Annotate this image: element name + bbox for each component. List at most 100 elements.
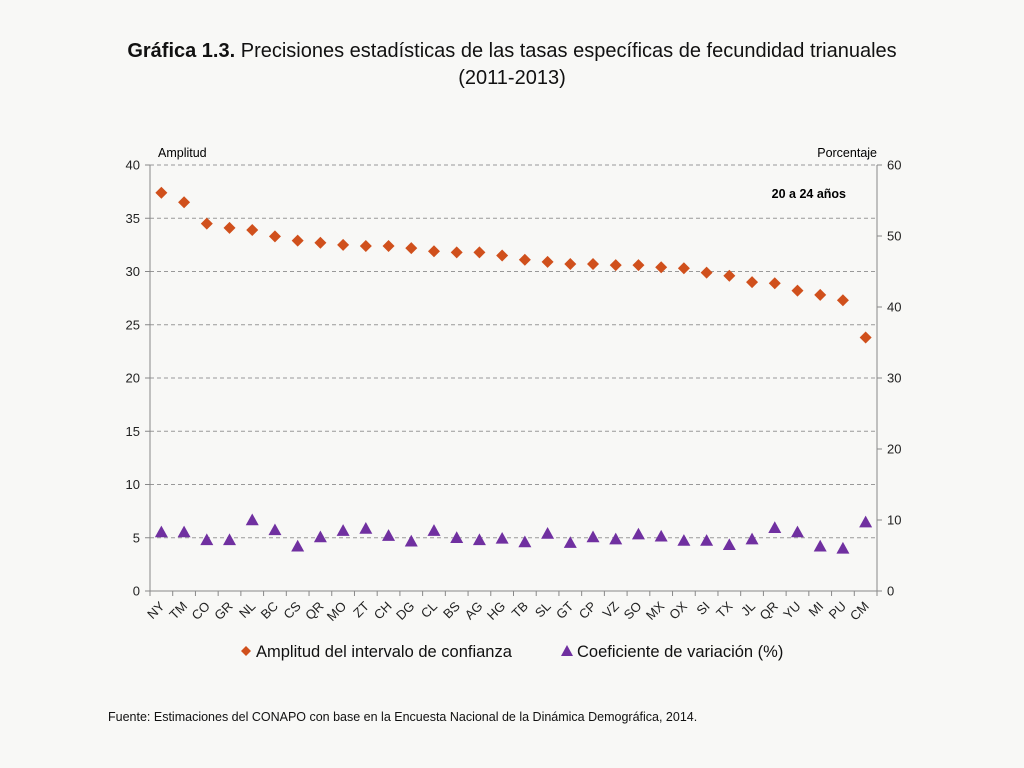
right-tick-label: 0 (887, 584, 894, 599)
cv-point (859, 515, 873, 528)
x-tick-label: CO (189, 599, 213, 623)
amplitude-point (405, 242, 418, 255)
chart-title-line2: (2011-2013) (458, 67, 566, 89)
left-tick-label: 40 (126, 158, 140, 173)
cv-point (404, 534, 418, 547)
amplitude-point (155, 186, 168, 199)
x-tick-label: SO (621, 599, 645, 623)
amplitude-point (723, 269, 736, 282)
cv-point (813, 539, 827, 552)
age-group-annotation: 20 a 24 años (772, 187, 846, 201)
x-tick-label: MI (805, 599, 826, 620)
cv-point (790, 525, 804, 538)
cv-point (472, 533, 486, 546)
left-tick-label: 20 (126, 371, 140, 386)
x-tick-label: PU (826, 599, 849, 622)
x-tick-label: OX (666, 598, 690, 622)
x-tick-label: CH (371, 599, 395, 623)
left-tick-label: 15 (126, 424, 140, 439)
cv-point (313, 530, 327, 543)
cv-point (768, 521, 782, 534)
amplitude-point (337, 238, 350, 251)
chart-title: Gráfica 1.3. Precisiones estadísticas de… (0, 38, 1024, 92)
amplitude-point (473, 246, 486, 259)
amplitude-point (178, 196, 191, 209)
right-tick-label: 40 (887, 300, 901, 315)
amplitude-point (791, 284, 804, 297)
amplitude-series (155, 186, 872, 344)
amplitude-point (632, 259, 645, 272)
cv-point (586, 530, 600, 543)
left-axis-label: Amplitud (158, 146, 207, 160)
amplitude-point (564, 258, 577, 271)
amplitude-point (700, 266, 713, 279)
x-tick-label: TX (713, 598, 736, 621)
cv-point (677, 534, 691, 546)
cv-point (336, 524, 350, 536)
cv-point (745, 532, 759, 545)
amplitude-point (655, 261, 668, 274)
amplitude-point (768, 277, 781, 290)
amplitude-point (836, 294, 849, 307)
cv-point (609, 532, 623, 545)
amplitude-point (541, 255, 554, 268)
x-tick-label: CM (847, 599, 872, 624)
amplitude-point (496, 249, 509, 262)
source-note: Fuente: Estimaciones del CONAPO con base… (108, 710, 698, 724)
amplitude-point (291, 234, 304, 247)
cv-point (291, 539, 305, 552)
cv-point (382, 529, 396, 541)
left-tick-label: 0 (133, 584, 140, 599)
cv-point (223, 533, 237, 546)
chart-title-line1: Precisiones estadísticas de las tasas es… (235, 40, 897, 62)
left-tick-label: 35 (126, 211, 140, 226)
cv-point (518, 535, 532, 548)
cv-point (268, 523, 282, 536)
cv-point (359, 522, 373, 534)
legend-label-amplitude: Amplitud del intervalo de confianza (256, 643, 513, 661)
x-tick-label: CL (418, 599, 440, 621)
amplitude-point (200, 217, 213, 230)
x-tick-label: YU (780, 599, 803, 622)
cv-series (154, 513, 873, 554)
right-tick-label: 50 (887, 229, 901, 244)
amplitude-point (359, 239, 372, 252)
right-tick-label: 30 (887, 371, 901, 386)
right-axis-label: Porcentaje (817, 146, 877, 160)
cv-point (654, 529, 668, 542)
cv-point (200, 533, 214, 546)
x-tick-label: VZ (599, 598, 621, 620)
left-tick-label: 30 (126, 264, 140, 279)
x-tick-label: MX (643, 598, 668, 623)
x-tick-label: SL (532, 599, 554, 621)
cv-point (836, 541, 850, 554)
cv-point (427, 524, 441, 536)
cv-point (245, 513, 259, 526)
cv-point (700, 534, 714, 546)
cv-point (154, 525, 168, 538)
legend-label-cv: Coeficiente de variación (%) (577, 643, 783, 661)
x-tick-label: NY (144, 598, 168, 622)
right-tick-label: 60 (887, 158, 901, 173)
x-tick-label: NL (236, 599, 258, 621)
amplitude-point (382, 239, 395, 252)
x-tick-label: QR (302, 599, 326, 623)
legend: Amplitud del intervalo de confianza Coef… (241, 643, 783, 661)
amplitude-point (677, 262, 690, 275)
left-tick-label: 10 (126, 477, 140, 492)
cv-point (631, 527, 645, 540)
amplitude-point (859, 331, 872, 344)
cv-point (541, 526, 555, 539)
x-tick-label: BS (440, 598, 463, 621)
cv-point (563, 536, 577, 548)
x-tick-label: CP (576, 599, 599, 622)
amplitude-point (268, 230, 281, 243)
left-axis-ticks: 0 5 10 15 20 25 30 35 40 (126, 158, 150, 599)
amplitude-point (450, 246, 463, 259)
cv-point (177, 525, 191, 538)
amplitude-point (587, 258, 600, 271)
amplitude-point (746, 276, 759, 289)
x-tick-label: GT (553, 598, 576, 621)
scatter-chart: 0 5 10 15 20 25 30 35 40 0 10 20 30 40 50 60 Amplitud … (126, 146, 902, 661)
